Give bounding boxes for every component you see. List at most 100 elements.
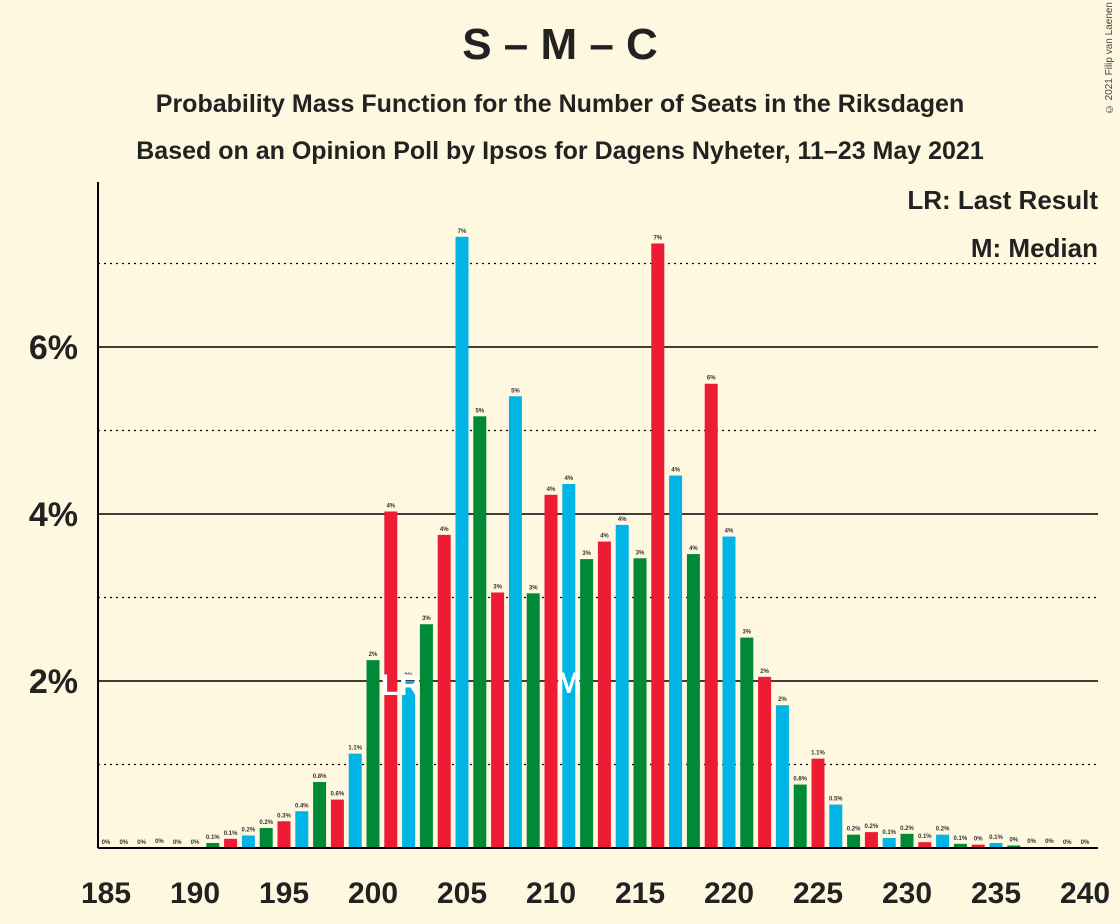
bar-label-188: 0% bbox=[155, 839, 164, 845]
bar-222 bbox=[758, 676, 772, 848]
x-tick-label: 235 bbox=[971, 877, 1021, 910]
bar-label-192: 0.1% bbox=[224, 831, 238, 837]
bar-236 bbox=[1007, 845, 1021, 848]
bar-194 bbox=[259, 827, 273, 848]
bar-label-203: 3% bbox=[422, 616, 431, 622]
median-marker: M bbox=[556, 667, 581, 700]
bar-191 bbox=[206, 842, 220, 848]
bar-199 bbox=[348, 753, 362, 848]
x-tick-label: 230 bbox=[882, 877, 932, 910]
bar-label-233: 0.1% bbox=[954, 836, 968, 842]
bar-label-196: 0.4% bbox=[295, 803, 309, 809]
bar-221 bbox=[740, 637, 754, 848]
bar-216 bbox=[651, 243, 665, 848]
bar-label-220: 4% bbox=[725, 529, 734, 535]
chart-subtitle-2: Based on an Opinion Poll by Ipsos for Da… bbox=[136, 137, 984, 165]
bar-197 bbox=[313, 782, 327, 848]
bar-label-221: 3% bbox=[742, 630, 751, 636]
bar-label-231: 0.1% bbox=[918, 834, 932, 840]
bar-label-190: 0% bbox=[191, 840, 200, 846]
bar-206 bbox=[473, 416, 487, 848]
x-tick-label: 190 bbox=[170, 877, 220, 910]
bar-233 bbox=[953, 843, 967, 848]
bar-labels: 0% 0% 0% 0% 0% 0%0.1%0.1%0.2%0.2%0.3%0.4%0.8%… bbox=[102, 229, 1090, 846]
bars bbox=[152, 236, 1056, 848]
bar-223 bbox=[775, 705, 789, 848]
bar-226 bbox=[829, 804, 843, 848]
bar-label-228: 0.2% bbox=[865, 824, 879, 830]
bar-204 bbox=[437, 534, 451, 848]
bar-230 bbox=[900, 833, 914, 848]
bar-label-239: 0% bbox=[1063, 840, 1072, 846]
x-axis-ticks: 185 190 195 200 205 210 215 220 225 230 235 240 bbox=[81, 877, 1110, 910]
bar-227 bbox=[847, 834, 861, 848]
bar-label-234: 0% bbox=[974, 837, 983, 843]
legend-median: M: Median bbox=[970, 233, 1098, 263]
axes bbox=[97, 182, 1098, 849]
bar-label-204: 4% bbox=[440, 527, 449, 533]
bar-label-214: 4% bbox=[618, 517, 627, 523]
bar-label-226: 0.5% bbox=[829, 797, 843, 803]
bar-224 bbox=[793, 784, 807, 848]
bar-label-187: 0% bbox=[137, 840, 146, 846]
bar-212 bbox=[580, 559, 594, 848]
bar-label-208: 5% bbox=[511, 388, 520, 394]
x-tick-label: 185 bbox=[81, 877, 131, 910]
y-tick-label: 4% bbox=[29, 496, 78, 534]
last-result-marker: LR bbox=[381, 669, 421, 702]
bar-label-185: 0% bbox=[102, 840, 111, 846]
bar-label-237: 0% bbox=[1027, 839, 1036, 845]
bar-200 bbox=[366, 660, 380, 848]
bar-label-200: 2% bbox=[369, 652, 378, 658]
bar-label-206: 5% bbox=[475, 408, 484, 414]
bar-231 bbox=[918, 842, 932, 848]
bar-label-240: 0% bbox=[1081, 840, 1090, 846]
legend-last-result: LR: Last Result bbox=[907, 185, 1098, 215]
x-tick-label: 215 bbox=[615, 877, 665, 910]
bar-201 bbox=[384, 511, 398, 848]
bar-220 bbox=[722, 536, 736, 848]
bar-205 bbox=[455, 236, 469, 848]
bar-label-217: 4% bbox=[671, 468, 680, 474]
bar-label-238: 0% bbox=[1045, 839, 1054, 845]
bar-label-191: 0.1% bbox=[206, 835, 220, 841]
bar-label-222: 2% bbox=[760, 669, 769, 675]
bar-219 bbox=[704, 383, 718, 848]
x-tick-label: 205 bbox=[437, 877, 487, 910]
x-tick-label: 225 bbox=[793, 877, 843, 910]
bar-234 bbox=[971, 844, 985, 848]
bar-235 bbox=[989, 842, 1003, 848]
bar-label-223: 2% bbox=[778, 697, 787, 703]
bar-225 bbox=[811, 758, 825, 848]
bar-196 bbox=[295, 811, 309, 848]
chart-subtitle-1: Probability Mass Function for the Number… bbox=[155, 90, 965, 118]
bar-label-232: 0.2% bbox=[936, 827, 950, 833]
bar-215 bbox=[633, 558, 647, 848]
bar-label-219: 6% bbox=[707, 376, 716, 382]
bar-label-209: 3% bbox=[529, 585, 538, 591]
bar-label-210: 4% bbox=[547, 487, 556, 493]
bar-217 bbox=[669, 475, 683, 848]
bar-208 bbox=[508, 396, 522, 848]
bar-193 bbox=[241, 835, 255, 848]
x-tick-label: 210 bbox=[526, 877, 576, 910]
bar-label-211: 4% bbox=[564, 476, 573, 482]
chart-title: S – M – C bbox=[462, 20, 658, 69]
bar-label-201: 4% bbox=[386, 503, 395, 509]
bar-label-227: 0.2% bbox=[847, 827, 861, 833]
bar-207 bbox=[491, 592, 505, 848]
y-tick-label: 6% bbox=[29, 329, 78, 367]
bar-label-213: 4% bbox=[600, 534, 609, 540]
bar-209 bbox=[526, 593, 540, 848]
bar-label-199: 1.1% bbox=[348, 746, 362, 752]
bar-198 bbox=[330, 799, 344, 848]
bar-label-235: 0.1% bbox=[989, 835, 1003, 841]
bar-label-189: 0% bbox=[173, 840, 182, 846]
bar-192 bbox=[224, 838, 238, 848]
bar-213 bbox=[597, 541, 611, 848]
y-axis-ticks: 2% 4% 6% bbox=[29, 329, 78, 701]
x-tick-label: 195 bbox=[259, 877, 309, 910]
bar-label-186: 0% bbox=[119, 840, 128, 846]
bar-label-212: 3% bbox=[582, 551, 591, 557]
